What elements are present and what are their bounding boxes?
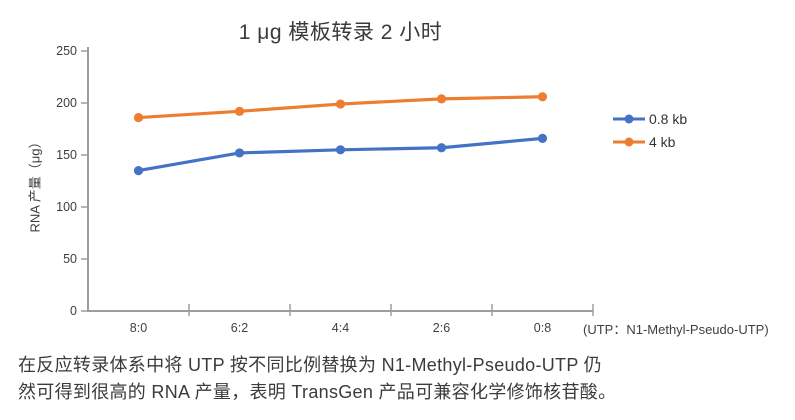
caption: 在反应转录体系中将 UTP 按不同比例替换为 N1-Methyl-Pseudo-… xyxy=(18,352,778,406)
data-point-marker xyxy=(335,99,346,109)
y-tick-label: 150 xyxy=(56,148,77,162)
data-point-marker xyxy=(234,106,245,116)
x-tick-label: 2:6 xyxy=(433,321,450,335)
y-tick-label: 200 xyxy=(56,96,77,110)
data-point-marker xyxy=(335,145,346,155)
data-point-marker xyxy=(436,143,447,153)
chart-title: 1 μg 模板转录 2 小时 xyxy=(238,21,443,44)
legend-label: 0.8 kb xyxy=(649,111,688,127)
y-tick-label: 0 xyxy=(70,304,77,318)
legend-label: 4 kb xyxy=(649,134,676,150)
data-point-marker xyxy=(133,112,144,123)
x-tick-label: 4:4 xyxy=(332,321,349,335)
y-tick-label: 50 xyxy=(63,252,77,266)
y-tick-label: 250 xyxy=(56,44,77,58)
legend: 0.8 kb 4 kb xyxy=(612,109,687,155)
caption-line-2: 然可得到很高的 RNA 产量，表明 TransGen 产品可兼容化学修饰核苷酸。 xyxy=(18,382,617,402)
legend-item-0.8-kb: 0.8 kb xyxy=(612,109,687,129)
series-line-0.8-kb xyxy=(136,136,545,173)
data-point-marker xyxy=(537,133,548,143)
data-point-marker xyxy=(537,92,548,102)
caption-line-1: 在反应转录体系中将 UTP 按不同比例替换为 N1-Methyl-Pseudo-… xyxy=(18,355,602,375)
x-axis-note: (UTP：N1-Methyl-Pseudo-UTP) xyxy=(583,322,769,337)
x-tick-label: 0:8 xyxy=(534,321,551,335)
plot-area: 0 50 100 150 200 250 8:0 6:2 4:4 2:6 0:8 xyxy=(56,44,594,335)
legend-marker-icon xyxy=(613,114,645,124)
legend-item-4-kb: 4 kb xyxy=(612,132,687,152)
data-point-marker xyxy=(234,148,245,158)
data-point-marker xyxy=(436,94,447,104)
y-tick-label: 100 xyxy=(56,200,77,214)
x-tick-label: 6:2 xyxy=(231,321,248,335)
legend-marker-icon xyxy=(613,137,645,147)
x-tick-label: 8:0 xyxy=(130,321,147,335)
data-point-marker xyxy=(133,166,144,176)
